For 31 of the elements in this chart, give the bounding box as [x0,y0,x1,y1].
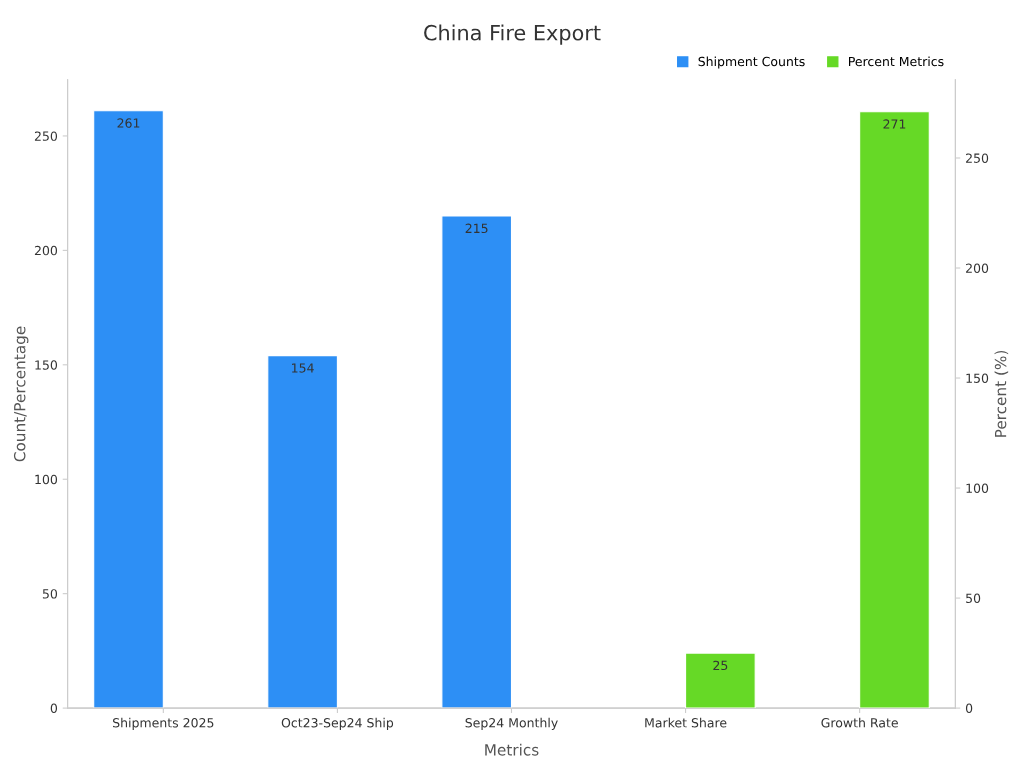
legend-label: Shipment Counts [698,56,805,69]
y2-tick-label: 200 [966,263,989,273]
y-tick-label: 100 [35,474,58,485]
bar [441,215,513,709]
legend-label: Percent Metrics [849,56,944,67]
y-tick-label: 50 [42,589,58,599]
y2-tick-label: 0 [965,703,973,714]
x-tick-label: Market Share [645,717,727,728]
x-tick-label: Sep24 Monthly [465,717,558,730]
data-label: 25 [713,660,728,671]
y2-tick-label: 250 [966,153,989,163]
x-tick-label: Growth Rate [821,717,898,728]
data-label: 271 [883,119,906,129]
data-label: 154 [292,363,314,373]
x-axis-title: Metrics [485,743,539,756]
y2-axis-title: Percent (%) [994,350,1009,437]
y-axis-title: Count/Percentage [13,326,29,462]
y2-tick-label: 50 [966,593,981,603]
y-tick-label: 250 [34,131,58,141]
data-label: 261 [117,118,140,128]
y-tick-label: 0 [50,703,58,714]
x-tick-label: Oct23-Sep24 Ship [281,717,394,730]
bar [93,110,164,709]
x-tick-label: Shipments 2025 [113,717,214,730]
bar [267,355,338,709]
y2-tick-label: 150 [966,373,989,383]
y-tick-label: 200 [34,245,58,256]
chart-title: China Fire Export [424,24,601,45]
y-tick-label: 150 [35,360,58,370]
data-label: 215 [465,223,488,234]
y2-tick-label: 100 [966,483,989,493]
